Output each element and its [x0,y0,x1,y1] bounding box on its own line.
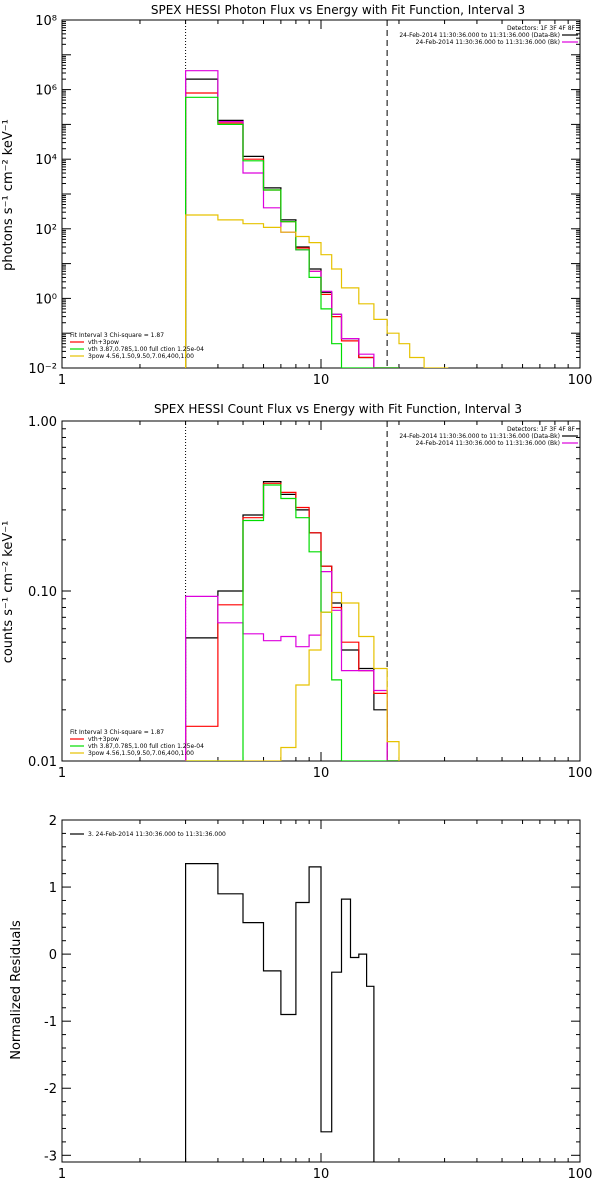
legend-vth-params: vth 3.87,0.785,1.00 full ction 1.25e-04 [88,743,204,750]
x-tick-label: 1 [58,1167,66,1182]
y-tick-label: 10⁰ [35,292,57,307]
photon-flux-title: SPEX HESSI Photon Flux vs Energy with Fi… [151,3,525,17]
y-tick-label: 2 [49,814,57,829]
count-flux-legend: Fit Interval 3 Chi-square = 1.87 vth+3po… [70,729,204,757]
count-flux-info: Detectors: 1F 3F 4F 8F 24-Feb-2014 11:30… [399,426,578,447]
yellow-series-line [185,591,400,761]
detectors-label: Detectors: 1F 3F 4F 8F [507,426,576,433]
legend-3pow-params: 3pow 4.56,1.50,9.50,7.06,400,1.00 [88,750,194,757]
y-tick-label: 0 [49,948,57,963]
count-flux-series [185,481,400,761]
y-tick-label: 10⁴ [35,153,57,168]
y-tick-label: -1 [44,1015,57,1030]
photon-flux-info: Detectors: 1F 3F 4F 8F 24-Feb-2014 11:30… [399,25,578,46]
x-tick-label: 100 [568,373,593,388]
count-flux-ylabel: counts s⁻¹ cm⁻² keV⁻¹ [1,521,16,664]
x-tick-label: 100 [568,1167,593,1182]
legend-fit-interval: Fit Interval 3 Chi-square = 1.87 [70,332,164,339]
y-tick-label: 1.00 [28,415,57,430]
legend-vth-3pow: vth+3pow [88,736,119,743]
data-interval-label: 24-Feb-2014 11:30:36.000 to 11:31:36.000… [399,32,560,39]
y-tick-label: -2 [44,1082,57,1097]
photon-flux-plot-frame [61,19,581,369]
photon-flux-legend: Fit Interval 3 Chi-square = 1.87 vth+3po… [70,332,204,360]
x-tick-label: 10 [313,373,330,388]
y-tick-label: 0.10 [28,585,57,600]
x-tick-label: 100 [568,766,593,781]
x-tick-label: 1 [58,766,66,781]
y-tick-label: 10⁸ [35,14,57,29]
residuals-axes: 1 10 100 -3 -2 -1 0 1 2 [44,814,592,1182]
residuals-panel: Normalized Residuals 1 10 100 -3 -2 -1 0 1 2 3. … [9,814,592,1182]
x-tick-label: 1 [58,373,66,388]
y-tick-label: 10⁻² [28,362,57,377]
y-tick-label: 0.01 [28,755,57,770]
legend-3pow-params: 3pow 4.56,1.50,9.50,7.06,400,1.00 [88,353,194,360]
bk-interval-label: 24-Feb-2014 11:30:36.000 to 11:31:36.000… [416,440,560,447]
legend-vth-params: vth 3.87,0.785,1.00 full ction 1.25e-04 [88,346,204,353]
count-flux-panel: SPEX HESSI Count Flux vs Energy with Fit… [1,402,592,781]
residuals-legend-label: 3. 24-Feb-2014 11:30:36.000 to 11:31:36.… [88,831,226,838]
photon-flux-ylabel: photons s⁻¹ cm⁻² keV⁻¹ [1,119,16,271]
residuals-ylabel: Normalized Residuals [9,920,24,1060]
yellow-series-line [185,214,449,368]
legend-fit-interval: Fit Interval 3 Chi-square = 1.87 [70,729,164,736]
photon-flux-panel: SPEX HESSI Photon Flux vs Energy with Fi… [1,3,592,388]
photon-flux-axes: 1 10 100 10⁻² 10⁰ 10² 10⁴ 10⁶ 10⁸ [28,14,592,388]
x-tick-label: 10 [313,766,330,781]
y-tick-label: 10² [35,223,57,238]
legend-vth-3pow: vth+3pow [88,339,119,346]
residuals-legend: 3. 24-Feb-2014 11:30:36.000 to 11:31:36.… [70,831,226,838]
x-tick-label: 10 [313,1167,330,1182]
y-tick-label: 1 [49,881,57,896]
detectors-label: Detectors: 1F 3F 4F 8F [507,25,576,32]
y-tick-label: 10⁶ [35,84,57,99]
red-series-line [185,92,399,368]
black-series-line [185,863,375,1162]
green-series-line [185,484,399,761]
residuals-series [185,863,375,1162]
green-series-line [185,96,399,368]
count-flux-title: SPEX HESSI Count Flux vs Energy with Fit… [154,402,522,416]
data-interval-label: 24-Feb-2014 11:30:36.000 to 11:31:36.000… [399,433,560,440]
photon-flux-series [185,70,449,368]
count-flux-axes: 1 10 100 0.01 0.10 1.00 [28,415,592,781]
bk-interval-label: 24-Feb-2014 11:30:36.000 to 11:31:36.000… [416,39,560,46]
y-tick-label: -3 [44,1149,57,1164]
